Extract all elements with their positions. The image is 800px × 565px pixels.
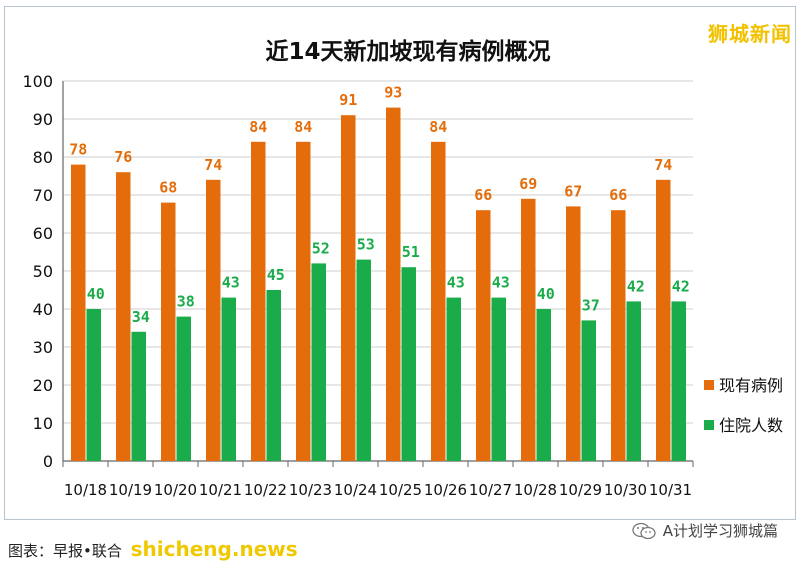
data-label: 43 [447, 274, 465, 292]
y-tick-label: 20 [33, 376, 53, 395]
data-label: 42 [672, 277, 690, 295]
account-name: A计划学习狮城篇 [662, 522, 778, 540]
watermark-logo: 狮城新闻 [708, 22, 792, 46]
data-label: 76 [114, 148, 132, 166]
data-label: 66 [474, 186, 492, 204]
data-label: 45 [267, 266, 285, 284]
y-tick-label: 70 [33, 186, 53, 205]
bar-hospitalized [536, 309, 551, 461]
data-label: 68 [159, 179, 177, 197]
bar-current-cases [341, 115, 356, 461]
legend-swatch [704, 420, 714, 430]
bar-hospitalized [626, 301, 641, 461]
bar-current-cases [566, 206, 581, 461]
data-label: 91 [339, 91, 357, 109]
y-tick-label: 80 [33, 148, 53, 167]
x-tick-label: 10/20 [154, 481, 197, 499]
bar-current-cases [251, 141, 266, 462]
bar-hospitalized [266, 290, 281, 461]
bar-hospitalized [446, 297, 461, 461]
bar-hospitalized [401, 267, 416, 461]
legend-label: 住院人数 [719, 416, 783, 435]
bar-hospitalized [311, 263, 326, 461]
chart-title: 近14天新加坡现有病例概况 [265, 38, 550, 65]
y-tick-label: 100 [22, 72, 53, 91]
bar-hospitalized [581, 320, 596, 461]
x-tick-label: 10/27 [469, 481, 512, 499]
data-label: 43 [222, 274, 240, 292]
x-tick-label: 10/22 [244, 481, 287, 499]
bar-current-cases [656, 179, 671, 462]
y-tick-label: 0 [43, 452, 53, 471]
bar-current-cases [116, 172, 131, 461]
site-watermark: shicheng.news [130, 537, 298, 561]
x-tick-label: 10/30 [604, 481, 647, 499]
bar-hospitalized [491, 297, 506, 461]
data-label: 42 [627, 277, 645, 295]
bar-current-cases [476, 210, 491, 461]
account-footer: A计划学习狮城篇 [631, 520, 778, 541]
bar-current-cases [386, 107, 401, 461]
x-tick-label: 10/25 [379, 481, 422, 499]
data-label: 84 [294, 118, 312, 136]
bar-current-cases [206, 179, 221, 462]
bar-current-cases [521, 198, 536, 462]
x-tick-label: 10/31 [649, 481, 692, 499]
y-tick-label: 30 [33, 338, 53, 357]
data-label: 74 [204, 156, 222, 174]
source-text: 图表：早报•联合 [8, 542, 122, 560]
bar-current-cases [71, 164, 86, 461]
data-label: 67 [564, 182, 582, 200]
data-label: 84 [429, 118, 447, 136]
data-label: 40 [87, 285, 105, 303]
data-label: 74 [654, 156, 672, 174]
x-tick-label: 10/21 [199, 481, 242, 499]
y-tick-label: 60 [33, 224, 53, 243]
chart-frame: 近14天新加坡现有病例概况 0 10 20 30 40 50 60 70 80 90 100 10/18… [4, 6, 796, 520]
y-tick-label: 40 [33, 300, 53, 319]
bar-hospitalized [671, 301, 686, 461]
x-tick-label: 10/24 [334, 481, 377, 499]
x-tick-label: 10/29 [559, 481, 602, 499]
bar-current-cases [161, 202, 176, 461]
data-label: 37 [582, 296, 600, 314]
data-label: 51 [402, 243, 420, 261]
data-label: 38 [177, 293, 195, 311]
x-tick-label: 10/26 [424, 481, 467, 499]
wechat-icon [632, 522, 656, 539]
x-tick-label: 10/28 [514, 481, 557, 499]
bar-current-cases [611, 210, 626, 461]
legend-swatch [704, 380, 714, 390]
data-label: 43 [492, 274, 510, 292]
y-tick-label: 90 [33, 110, 53, 129]
bar-chart: 近14天新加坡现有病例概况 0 10 20 30 40 50 60 70 80 90 100 10/18… [22, 38, 783, 499]
bar-current-cases [296, 141, 311, 462]
data-label: 66 [609, 186, 627, 204]
data-label: 34 [132, 308, 150, 326]
bar-hospitalized [356, 259, 371, 461]
data-label: 93 [384, 84, 402, 102]
bar-hospitalized [131, 331, 146, 461]
data-label: 52 [312, 239, 330, 257]
x-tick-label: 10/23 [289, 481, 332, 499]
data-label: 78 [69, 141, 87, 159]
data-label: 84 [249, 118, 267, 136]
x-tick-label: 10/19 [109, 481, 152, 499]
y-tick-label: 50 [33, 262, 53, 281]
bar-current-cases [431, 141, 446, 462]
source-footer: 图表：早报•联合 shicheng.news [8, 537, 298, 561]
bar-hospitalized [176, 316, 191, 461]
bar-hospitalized [221, 297, 236, 461]
y-tick-label: 10 [33, 414, 53, 433]
x-tick-label: 10/18 [64, 481, 107, 499]
data-label: 69 [519, 175, 537, 193]
bar-hospitalized [86, 309, 101, 461]
legend-label: 现有病例 [719, 376, 783, 395]
data-label: 40 [537, 285, 555, 303]
data-label: 53 [357, 236, 375, 254]
